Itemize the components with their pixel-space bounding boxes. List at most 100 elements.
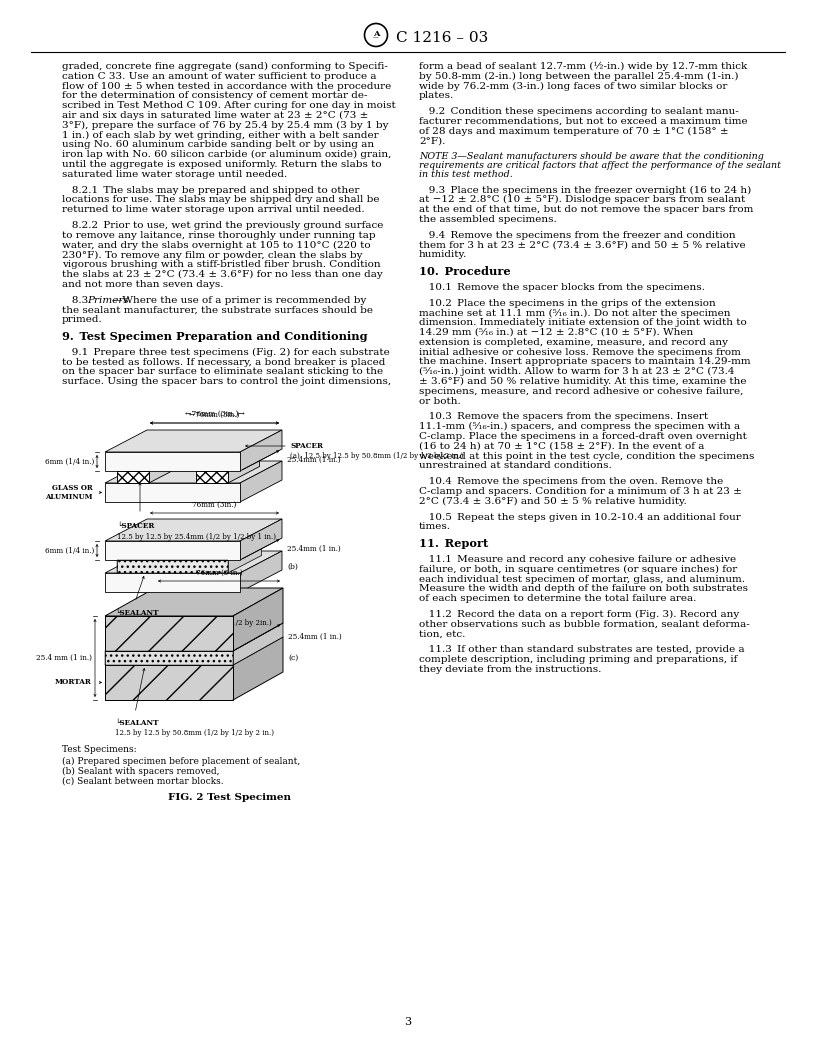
Polygon shape <box>105 665 233 700</box>
Text: using No. 60 aluminum carbide sanding belt or by using an: using No. 60 aluminum carbide sanding be… <box>62 140 374 149</box>
Text: Measure the width and depth of the failure on both substrates: Measure the width and depth of the failu… <box>419 584 748 593</box>
Text: ―: ― <box>373 36 379 40</box>
Text: —Where the use of a primer is recommended by: —Where the use of a primer is recommende… <box>113 296 366 304</box>
Text: requirements are critical factors that affect the performance of the sealant: requirements are critical factors that a… <box>419 162 781 170</box>
Text: failure, or both, in square centimetres (or square inches) for: failure, or both, in square centimetres … <box>419 565 737 573</box>
Text: of 28 days and maximum temperature of 70 ± 1°C (158° ±: of 28 days and maximum temperature of 70… <box>419 127 729 136</box>
Text: 25.4 mm (1 in.): 25.4 mm (1 in.) <box>36 654 92 662</box>
Polygon shape <box>105 616 233 650</box>
Text: 12.5 by 12.5 by 25.4mm (1/2 by 1/2 by 1 in.): 12.5 by 12.5 by 25.4mm (1/2 by 1/2 by 1 … <box>117 533 276 541</box>
Text: and not more than seven days.: and not more than seven days. <box>62 280 224 288</box>
Text: Primers: Primers <box>87 296 129 304</box>
Text: (a) Prepared specimen before placement of sealant,: (a) Prepared specimen before placement o… <box>62 757 300 766</box>
Polygon shape <box>228 543 262 573</box>
Text: (b) Sealant with spacers removed,: (b) Sealant with spacers removed, <box>62 767 220 776</box>
Polygon shape <box>240 518 282 560</box>
Text: FIG. 2 Test Specimen: FIG. 2 Test Specimen <box>168 793 291 802</box>
Polygon shape <box>105 430 282 452</box>
Text: 10.2 Place the specimens in the grips of the extension: 10.2 Place the specimens in the grips of… <box>419 299 716 307</box>
Text: 11.2 Record the data on a report form (Fig. 3). Record any: 11.2 Record the data on a report form (F… <box>419 610 739 619</box>
Text: humidity.: humidity. <box>419 250 468 260</box>
Text: unrestrained at standard conditions.: unrestrained at standard conditions. <box>419 461 612 470</box>
Text: iron lap with No. 60 silicon carbide (or aluminum oxide) grain,: iron lap with No. 60 silicon carbide (or… <box>62 150 392 159</box>
Polygon shape <box>105 452 240 471</box>
Text: 6mm (1/4 in.): 6mm (1/4 in.) <box>45 547 94 554</box>
Text: SPACER: SPACER <box>290 442 323 450</box>
Text: water, and dry the slabs overnight at 105 to 110°C (220 to: water, and dry the slabs overnight at 10… <box>62 241 370 249</box>
Text: 12.5 by 12.5 by 50.8mm (1/2 by 1/2 by 2 in.): 12.5 by 12.5 by 50.8mm (1/2 by 1/2 by 2 … <box>115 729 274 737</box>
Polygon shape <box>117 560 228 573</box>
Polygon shape <box>105 541 240 560</box>
Text: 9.3 Place the specimens in the freezer overnight (16 to 24 h): 9.3 Place the specimens in the freezer o… <box>419 186 752 194</box>
Text: weekend at this point in the test cycle, condition the specimens: weekend at this point in the test cycle,… <box>419 452 754 460</box>
Text: surface. Using the spacer bars to control the joint dimensions,: surface. Using the spacer bars to contro… <box>62 377 391 386</box>
Polygon shape <box>105 461 282 483</box>
Text: scribed in Test Method C 109. After curing for one day in moist: scribed in Test Method C 109. After curi… <box>62 101 396 110</box>
Text: C-clamp and spacers. Condition for a minimum of 3 h at 23 ±: C-clamp and spacers. Condition for a min… <box>419 487 742 496</box>
Text: 25.4mm (1 in.): 25.4mm (1 in.) <box>287 456 341 464</box>
Text: 11.1 Measure and record any cohesive failure or adhesive: 11.1 Measure and record any cohesive fai… <box>419 555 736 564</box>
Text: the assembled specimens.: the assembled specimens. <box>419 214 557 224</box>
Text: specimens, measure, and record adhesive or cohesive failure,: specimens, measure, and record adhesive … <box>419 386 743 396</box>
Text: 11.1-mm (⁵⁄₁₆-in.) spacers, and compress the specimen with a: 11.1-mm (⁵⁄₁₆-in.) spacers, and compress… <box>419 422 740 431</box>
Text: returned to lime water storage upon arrival until needed.: returned to lime water storage upon arri… <box>62 205 365 214</box>
Text: on the spacer bar surface to eliminate sealant sticking to the: on the spacer bar surface to eliminate s… <box>62 367 384 376</box>
Text: to remove any laitance, rinse thoroughly under running tap: to remove any laitance, rinse thoroughly… <box>62 231 375 240</box>
Text: or both.: or both. <box>419 397 461 406</box>
Polygon shape <box>149 454 180 483</box>
Polygon shape <box>105 588 283 616</box>
Text: └SPACER: └SPACER <box>117 522 154 530</box>
Text: vigorous brushing with a stiff-bristled fiber brush. Condition: vigorous brushing with a stiff-bristled … <box>62 260 380 269</box>
Polygon shape <box>240 430 282 471</box>
Text: NOTE 3—Sealant manufacturers should be aware that the conditioning: NOTE 3—Sealant manufacturers should be a… <box>419 152 764 162</box>
Text: graded, concrete fine aggregate (sand) conforming to Specifi-: graded, concrete fine aggregate (sand) c… <box>62 62 388 71</box>
Text: 10.1 Remove the spacer blocks from the specimens.: 10.1 Remove the spacer blocks from the s… <box>419 283 705 291</box>
Text: at the end of that time, but do not remove the spacer bars from: at the end of that time, but do not remo… <box>419 205 753 214</box>
Text: initial adhesive or cohesive loss. Remove the specimens from: initial adhesive or cohesive loss. Remov… <box>419 347 741 357</box>
Text: MORTAR: MORTAR <box>55 679 92 686</box>
Text: 25.4mm (1 in.): 25.4mm (1 in.) <box>287 545 341 553</box>
Text: 10.4 Remove the specimens from the oven. Remove the: 10.4 Remove the specimens from the oven.… <box>419 477 723 486</box>
Text: (16 to 24 h) at 70 ± 1°C (158 ± 2°F). In the event of a: (16 to 24 h) at 70 ± 1°C (158 ± 2°F). In… <box>419 441 704 451</box>
Text: 25.4mm (1 in.): 25.4mm (1 in.) <box>288 633 342 641</box>
Text: of each specimen to determine the total failure area.: of each specimen to determine the total … <box>419 595 696 603</box>
Text: facturer recommendations, but not to exceed a maximum time: facturer recommendations, but not to exc… <box>419 117 747 126</box>
Text: by 50.8-mm (2-in.) long between the parallel 25.4-mm (1-in.): by 50.8-mm (2-in.) long between the para… <box>419 72 738 81</box>
Text: form a bead of sealant 12.7-mm (½-in.) wide by 12.7-mm thick: form a bead of sealant 12.7-mm (½-in.) w… <box>419 62 747 72</box>
Text: 12.5 by 12.5 by 50.8mm (1/2 by 1/2 by 2in.): 12.5 by 12.5 by 50.8mm (1/2 by 1/2 by 2i… <box>115 619 272 627</box>
Text: 10. Procedure: 10. Procedure <box>419 266 511 277</box>
Text: the sealant manufacturer, the substrate surfaces should be: the sealant manufacturer, the substrate … <box>62 305 373 315</box>
Text: 11. Report: 11. Report <box>419 539 488 549</box>
Text: primed.: primed. <box>62 315 103 324</box>
Text: machine set at 11.1 mm (⁵⁄₁₆ in.). Do not alter the specimen: machine set at 11.1 mm (⁵⁄₁₆ in.). Do no… <box>419 308 730 318</box>
Polygon shape <box>233 588 283 650</box>
Polygon shape <box>105 551 282 573</box>
Polygon shape <box>105 483 240 502</box>
Text: tion, etc.: tion, etc. <box>419 629 465 639</box>
Text: 10.5 Repeat the steps given in 10.2-10.4 an additional four: 10.5 Repeat the steps given in 10.2-10.4… <box>419 512 741 522</box>
Text: at −12 ± 2.8°C (10 ± 5°F). Dislodge spacer bars from sealant: at −12 ± 2.8°C (10 ± 5°F). Dislodge spac… <box>419 195 745 205</box>
Text: C-clamp. Place the specimens in a forced-draft oven overnight: C-clamp. Place the specimens in a forced… <box>419 432 747 441</box>
Polygon shape <box>105 518 282 541</box>
Text: wide by 76.2-mm (3-in.) long faces of two similar blocks or: wide by 76.2-mm (3-in.) long faces of tw… <box>419 81 727 91</box>
Text: in this test method.: in this test method. <box>419 170 512 180</box>
Polygon shape <box>117 543 262 560</box>
Text: GLASS OR
ALUMINUM: GLASS OR ALUMINUM <box>46 484 93 502</box>
Polygon shape <box>240 461 282 502</box>
Text: extension is completed, examine, measure, and record any: extension is completed, examine, measure… <box>419 338 728 346</box>
Text: 76mm (3in.): 76mm (3in.) <box>193 501 237 509</box>
Text: air and six days in saturated lime water at 23 ± 2°C (73 ±: air and six days in saturated lime water… <box>62 111 368 120</box>
Text: 3°F), prepare the surface of 76 by 25.4 by 25.4 mm (3 by 1 by: 3°F), prepare the surface of 76 by 25.4 … <box>62 120 388 130</box>
Text: 8.2.1 The slabs may be prepared and shipped to other: 8.2.1 The slabs may be prepared and ship… <box>62 186 359 194</box>
Text: 11.3 If other than standard substrates are tested, provide a: 11.3 If other than standard substrates a… <box>419 645 745 655</box>
Text: (b): (b) <box>287 563 298 570</box>
Text: 3: 3 <box>405 1017 411 1027</box>
Text: 9. Test Specimen Preparation and Conditioning: 9. Test Specimen Preparation and Conditi… <box>62 331 368 342</box>
Text: cation C 33. Use an amount of water sufficient to produce a: cation C 33. Use an amount of water suff… <box>62 72 376 81</box>
Text: 2°F).: 2°F). <box>419 136 446 146</box>
Polygon shape <box>117 471 149 483</box>
Text: they deviate from the instructions.: they deviate from the instructions. <box>419 665 601 674</box>
Text: (⁵⁄₁₆-in.) joint width. Allow to warm for 3 h at 23 ± 2°C (73.4: (⁵⁄₁₆-in.) joint width. Allow to warm fo… <box>419 367 734 376</box>
Text: 6mm (1/4 in.): 6mm (1/4 in.) <box>45 457 94 466</box>
Text: 9.4 Remove the specimens from the freezer and condition: 9.4 Remove the specimens from the freeze… <box>419 230 736 240</box>
